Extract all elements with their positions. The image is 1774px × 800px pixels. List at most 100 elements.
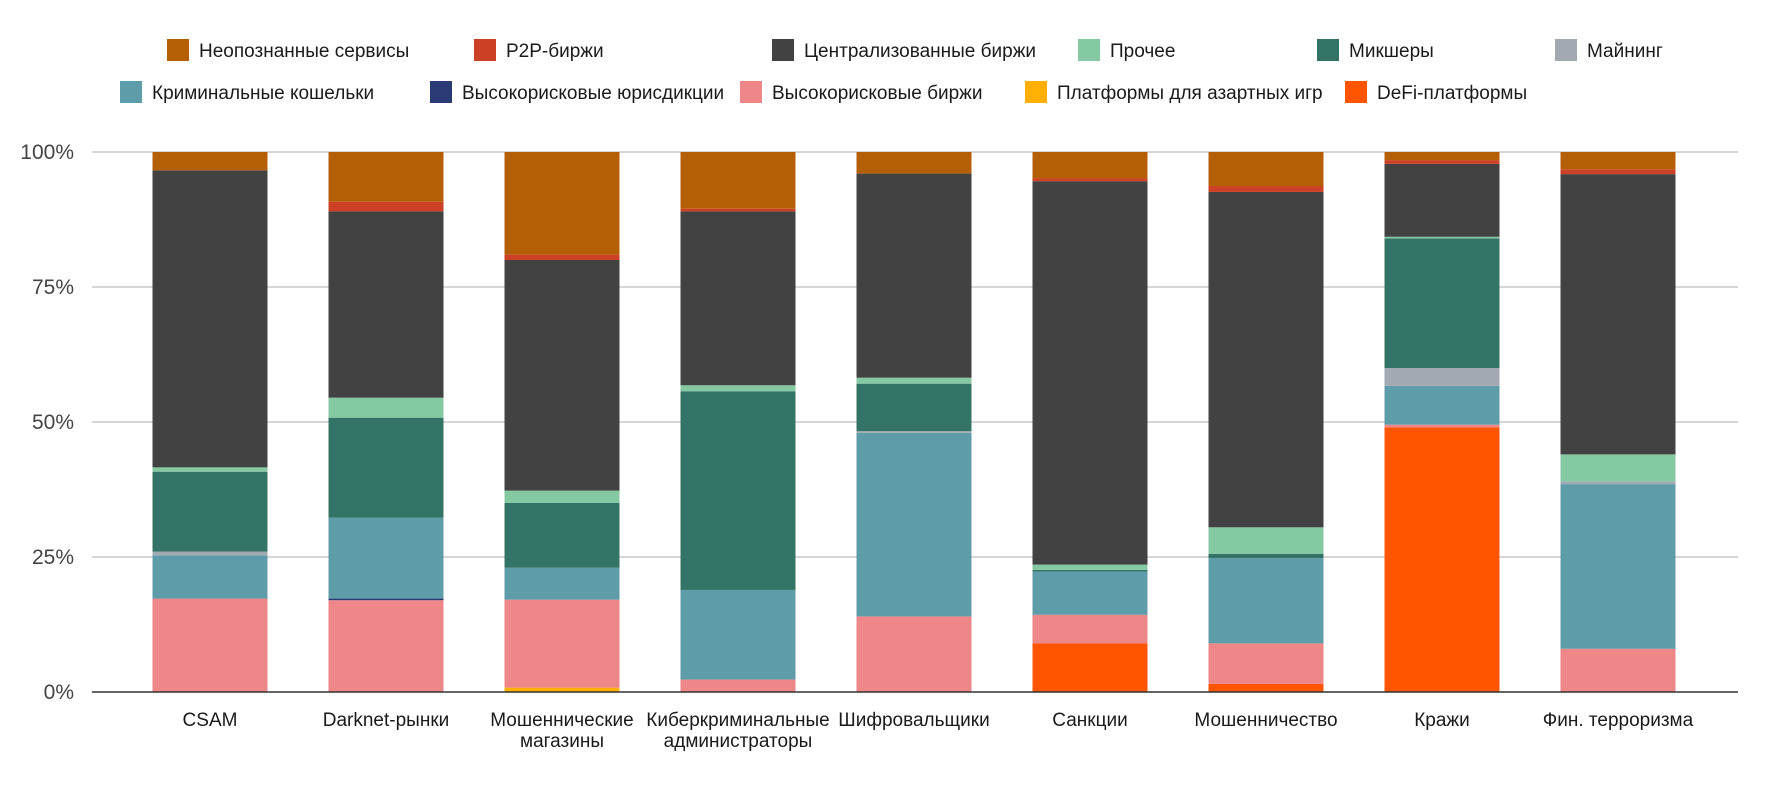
x-tick-label: Фин. терроризма xyxy=(1543,710,1694,731)
bar-segment xyxy=(1032,643,1148,692)
y-tick-label: 50% xyxy=(32,411,74,434)
bar-segment xyxy=(1208,527,1324,554)
bar-segment xyxy=(1384,236,1500,239)
bar-segment xyxy=(328,201,444,212)
bar-segment xyxy=(152,555,268,599)
legend-item[interactable]: Высокорисковые юрисдикции xyxy=(430,81,724,104)
bar-segment xyxy=(856,616,972,692)
bar-segment xyxy=(1384,160,1500,164)
legend-swatch xyxy=(430,81,452,103)
bar-segment xyxy=(1208,683,1324,692)
bar-segment xyxy=(1032,571,1148,615)
legend-item[interactable]: Микшеры xyxy=(1317,39,1434,62)
legend-swatch xyxy=(740,81,762,103)
x-tick-label: магазины xyxy=(520,731,604,752)
bar-segment xyxy=(856,152,972,174)
bar-segment xyxy=(680,211,796,386)
bar-segment xyxy=(1384,238,1500,368)
y-tick-label: 25% xyxy=(32,546,74,569)
bar-segment xyxy=(504,503,620,568)
y-tick-label: 75% xyxy=(32,276,74,299)
bar-segment xyxy=(1208,558,1324,644)
bar-segment xyxy=(680,679,796,692)
bar-segment xyxy=(680,385,796,392)
bar-segment xyxy=(856,432,972,617)
legend-item[interactable]: Высокорисковые биржи xyxy=(740,81,982,104)
bar-segment xyxy=(1384,368,1500,386)
bar-segment xyxy=(1208,643,1324,684)
bar-segment xyxy=(1560,481,1676,485)
bar-segment xyxy=(1208,553,1324,559)
bar-segment xyxy=(152,467,268,472)
bar-segment xyxy=(1560,454,1676,482)
bar-segment xyxy=(1032,569,1148,572)
bar-segment xyxy=(1032,564,1148,570)
bar-segment xyxy=(1208,191,1324,528)
bar-segment xyxy=(1032,152,1148,179)
legend-item[interactable]: Прочее xyxy=(1078,39,1175,62)
bar-segment xyxy=(1384,152,1500,161)
legend-label: DeFi-платформы xyxy=(1377,83,1527,104)
y-tick-label: 100% xyxy=(20,141,74,164)
bar-segment xyxy=(1560,169,1676,175)
bar-segment xyxy=(1560,152,1676,170)
bar-segment xyxy=(680,589,796,680)
legend-label: Неопознанные сервисы xyxy=(199,41,409,62)
bar-segment xyxy=(856,173,972,378)
bar-segment xyxy=(328,598,444,601)
bar-segment xyxy=(504,152,620,255)
x-tick-label: администраторы xyxy=(664,731,813,752)
bar-segment xyxy=(1032,614,1148,644)
y-axis-ticks: 0% 25% 50% 75% 100% xyxy=(20,141,74,704)
legend-label: Высокорисковые юрисдикции xyxy=(462,83,724,104)
bar-segment xyxy=(504,490,620,503)
legend-label: Майнинг xyxy=(1587,41,1663,62)
legend-swatch xyxy=(167,39,189,61)
bar-segment xyxy=(152,598,268,692)
bar-segment xyxy=(856,377,972,384)
legend-item[interactable]: DeFi-платформы xyxy=(1345,81,1527,104)
bar-segment xyxy=(680,391,796,590)
bar-segment xyxy=(680,152,796,209)
bar-segment xyxy=(504,687,620,692)
bar-stack xyxy=(152,152,268,692)
bar-segment xyxy=(504,260,620,491)
bar-segment xyxy=(1384,385,1500,425)
legend-item[interactable]: Неопознанные сервисы xyxy=(167,39,409,62)
x-tick-label: Мошеннические xyxy=(490,710,633,731)
x-tick-label: Кражи xyxy=(1414,710,1470,731)
legend-item[interactable]: Майнинг xyxy=(1555,39,1663,62)
bar-segment xyxy=(152,170,268,468)
bar-segment xyxy=(328,600,444,692)
x-tick-label: Darknet-рынки xyxy=(323,710,450,731)
legend-item[interactable]: Криминальные кошельки xyxy=(120,81,374,104)
x-tick-label: Киберкриминальные xyxy=(646,710,829,731)
legend[interactable]: Неопознанные сервисы P2P-биржи Централизов… xyxy=(120,39,1663,104)
bar-segment xyxy=(1032,181,1148,565)
bar-stack xyxy=(1560,152,1676,692)
legend-label: Централизованные биржи xyxy=(804,41,1036,62)
legend-label: Прочее xyxy=(1110,41,1175,62)
bar-segment xyxy=(328,152,444,202)
legend-item[interactable]: Централизованные биржи xyxy=(772,39,1036,62)
bar-segment xyxy=(328,397,444,418)
legend-label: Микшеры xyxy=(1349,41,1434,62)
bar-segment xyxy=(1560,648,1676,692)
x-tick-label: Санкции xyxy=(1052,710,1127,731)
bar-segment xyxy=(504,567,620,600)
bar-segment xyxy=(152,551,268,556)
legend-swatch xyxy=(120,81,142,103)
bar-segment xyxy=(504,254,620,260)
bar-segment xyxy=(328,417,444,518)
legend-item[interactable]: Платформы для азартных игр xyxy=(1025,81,1323,104)
bar-segment xyxy=(1560,174,1676,455)
legend-swatch xyxy=(1317,39,1339,61)
legend-swatch xyxy=(1078,39,1100,61)
legend-swatch xyxy=(474,39,496,61)
x-tick-label: CSAM xyxy=(183,710,238,731)
legend-item[interactable]: P2P-биржи xyxy=(474,39,604,62)
bar-segment xyxy=(1560,484,1676,649)
bar-segment xyxy=(328,517,444,599)
